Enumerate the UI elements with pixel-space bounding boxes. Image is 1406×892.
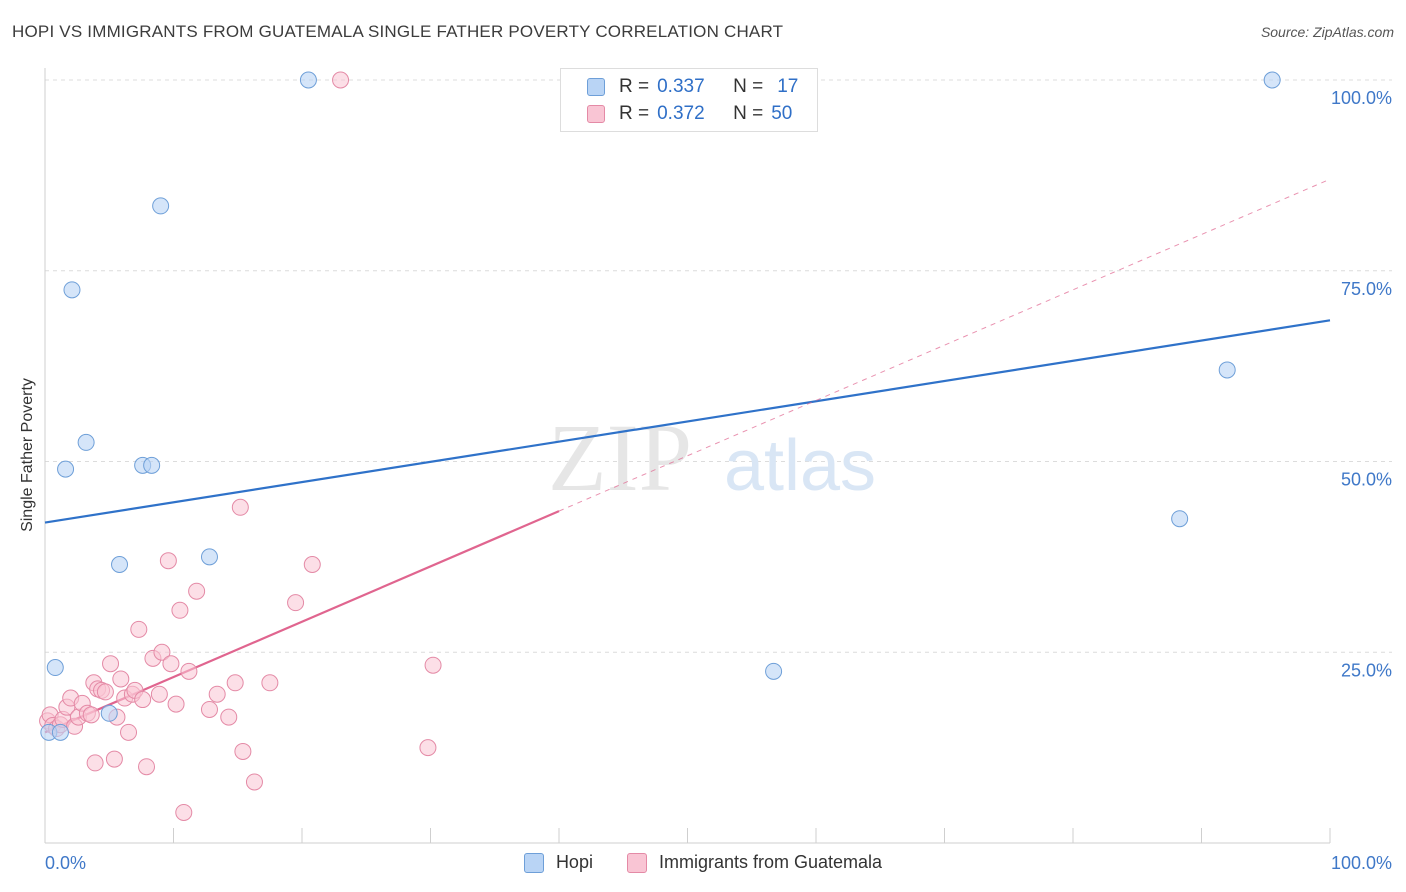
legend-label: Immigrants from Guatemala [658, 852, 883, 872]
tick-labels: 25.0% 50.0% 75.0% 100.0% 0.0% 100.0% [45, 88, 1392, 873]
hopi-point [111, 556, 129, 574]
data-points [39, 71, 1281, 821]
hopi-swatch [587, 78, 605, 96]
n-label: N = [733, 103, 764, 124]
guatemala-point [424, 656, 442, 674]
guatemala-point [231, 498, 249, 516]
guatemala-point [102, 655, 120, 673]
watermark: ZIP atlas [548, 404, 876, 511]
n-value: 17 [777, 76, 799, 97]
hopi-point [1171, 510, 1189, 528]
stats-row-hopi: R = 0.337 N = 17 [587, 75, 798, 99]
guatemala-point [287, 594, 305, 612]
guatemala-point [162, 655, 180, 673]
guatemala-swatch [626, 852, 647, 873]
guatemala-point [105, 750, 123, 768]
hopi-point [51, 723, 69, 741]
guatemala-point [180, 662, 198, 680]
guatemala-point [226, 674, 244, 692]
hopi-point [57, 460, 75, 478]
hopi-point [46, 659, 64, 677]
guatemala-point [303, 556, 321, 574]
guatemala-point [96, 683, 114, 701]
guatemala-point [120, 723, 138, 741]
guatemala-point [332, 71, 350, 89]
hopi-point [765, 662, 783, 680]
guatemala-point [175, 803, 193, 821]
guatemala-point [171, 601, 189, 619]
r-value: 0.372 [657, 103, 705, 124]
hopi-point [299, 71, 317, 89]
hopi-point [100, 704, 118, 722]
guatemala-point [188, 582, 206, 600]
guatemala-point [419, 739, 437, 757]
hopi-point [143, 456, 161, 474]
hopi-swatch [523, 852, 544, 873]
x-tick-label: 100.0% [1331, 853, 1392, 873]
guatemala-point [220, 708, 238, 726]
chart-title: HOPI VS IMMIGRANTS FROM GUATEMALA SINGLE… [12, 22, 784, 41]
hopi-point [200, 548, 218, 566]
guatemala-point [245, 773, 263, 791]
r-label: R = [619, 103, 650, 124]
watermark-atlas: atlas [724, 426, 876, 506]
guatemala-point [150, 685, 168, 703]
legend-item-hopi[interactable]: Hopi [523, 852, 593, 873]
y-axis-label: Single Father Poverty [19, 378, 36, 532]
y-tick-label: 100.0% [1331, 88, 1392, 108]
guatemala-point [153, 643, 171, 661]
hopi-point [63, 281, 81, 299]
guatemala-point [261, 674, 279, 692]
hopi-point [77, 433, 95, 451]
r-label: R = [619, 76, 650, 97]
n-label: N = [733, 76, 764, 97]
legend-item-guatemala[interactable]: Immigrants from Guatemala [626, 852, 883, 873]
guatemala-point [138, 758, 156, 776]
guatemala-point [159, 552, 177, 570]
guatemala-swatch [587, 105, 605, 123]
guatemala-point [82, 706, 100, 724]
y-tick-label: 50.0% [1341, 470, 1392, 490]
x-tick-label: 0.0% [45, 853, 86, 873]
guatemala-point [130, 620, 148, 638]
guatemala-point [234, 742, 252, 760]
hopi-point [1218, 361, 1236, 379]
guatemala-point [112, 670, 130, 688]
stats-legend: R = 0.337 N = 17 R = 0.372 N = 50 [560, 68, 818, 132]
guatemala-point [167, 695, 185, 713]
legend-label: Hopi [555, 852, 593, 872]
series-legend: Hopi Immigrants from Guatemala [0, 852, 1406, 873]
stats-row-guatemala: R = 0.372 N = 50 [587, 102, 792, 126]
guatemala-point [208, 685, 226, 703]
y-tick-label: 25.0% [1341, 660, 1392, 680]
guatemala-point [86, 754, 104, 772]
guatemala-point [134, 691, 152, 709]
guatemala-point [200, 700, 218, 718]
hopi-point [1263, 71, 1281, 89]
y-tick-label: 75.0% [1341, 279, 1392, 299]
n-value: 50 [771, 103, 793, 124]
source-label: Source: ZipAtlas.com [1260, 24, 1394, 40]
grid-lines [45, 79, 1392, 653]
watermark-zip: ZIP [548, 404, 692, 511]
hopi-point [152, 197, 170, 215]
hopi-trend-line [44, 319, 1331, 524]
r-value: 0.337 [657, 76, 705, 97]
